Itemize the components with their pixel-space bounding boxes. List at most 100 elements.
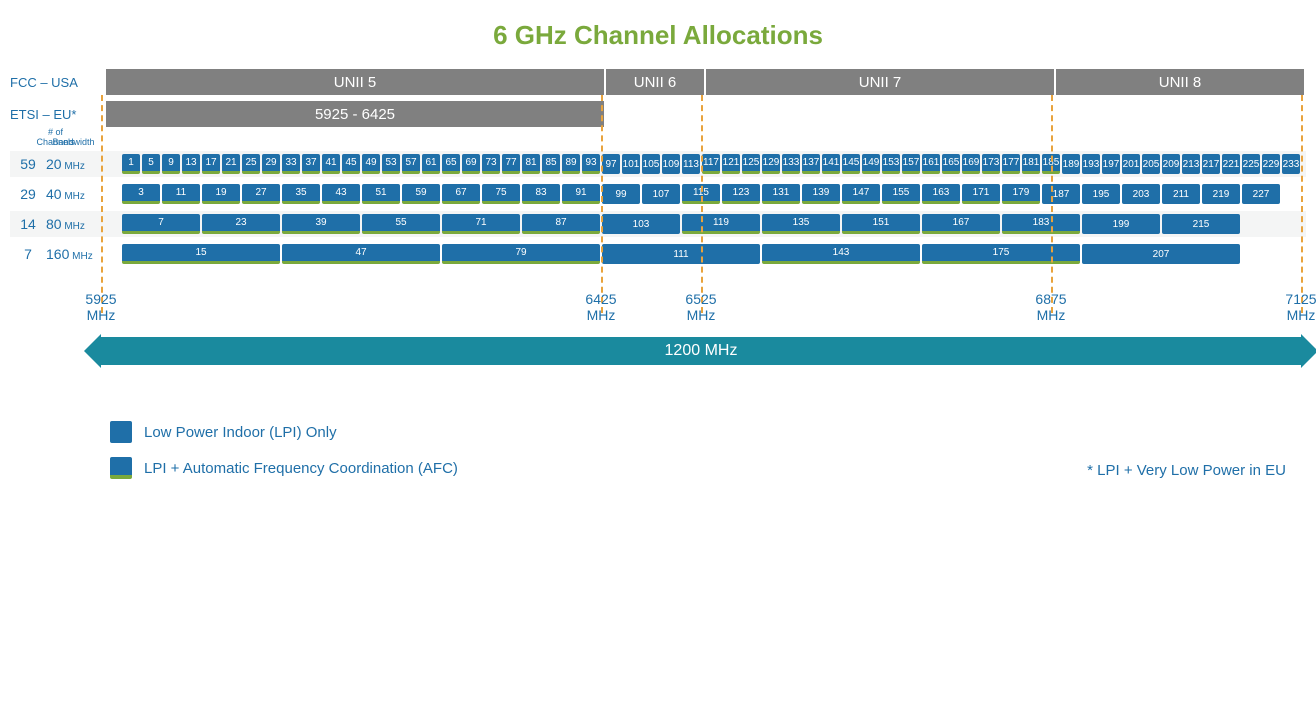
region-block: UNII 6 (606, 69, 704, 95)
channel-block: 17 (202, 154, 220, 174)
legend-footnote: * LPI + Very Low Power in EU (1087, 462, 1286, 479)
channel-block: 117 (702, 154, 720, 174)
channel-block: 215 (1162, 214, 1240, 234)
channel-block: 167 (922, 214, 1000, 234)
channel-block: 141 (822, 154, 840, 174)
channel-block: 211 (1162, 184, 1200, 204)
channel-block: 193 (1082, 154, 1100, 174)
channel-count: 14 (10, 216, 46, 232)
channel-bandwidth: 40 MHz (46, 186, 101, 202)
region-block: UNII 5 (106, 69, 604, 95)
channel-block: 93 (582, 154, 600, 174)
channel-block: 57 (402, 154, 420, 174)
channel-block: 99 (602, 184, 640, 204)
channel-block: 53 (382, 154, 400, 174)
channel-block: 201 (1122, 154, 1140, 174)
freq-marker-label: 6525 MHz (685, 291, 716, 323)
channel-row: 5920 MHz15913172125293337414549535761656… (10, 151, 1306, 177)
channel-block: 41 (322, 154, 340, 174)
channel-row: 7160 MHz154779111143175207 (10, 241, 1306, 267)
total-width-arrow: 1200 MHz (101, 337, 1301, 371)
channel-block: 197 (1102, 154, 1120, 174)
channel-block: 51 (362, 184, 400, 204)
channel-block: 221 (1222, 154, 1240, 174)
region-label: ETSI – EU* (10, 107, 105, 122)
channel-block: 87 (522, 214, 600, 234)
channel-block: 29 (262, 154, 280, 174)
channel-block: 153 (882, 154, 900, 174)
channel-block: 183 (1002, 214, 1080, 234)
channel-block: 73 (482, 154, 500, 174)
channel-block: 27 (242, 184, 280, 204)
channel-block: 3 (122, 184, 160, 204)
channel-block: 75 (482, 184, 520, 204)
channel-block: 33 (282, 154, 300, 174)
channel-block: 121 (722, 154, 740, 174)
column-headers: # of Channels Bandwidth (10, 137, 1306, 147)
channel-block: 61 (422, 154, 440, 174)
legend: Low Power Indoor (LPI) Only LPI + Automa… (110, 421, 1306, 479)
lanes: FCC – USAUNII 5UNII 6UNII 7UNII 8 ETSI – … (10, 69, 1306, 267)
channel-block: 203 (1122, 184, 1160, 204)
freq-marker-label: 6875 MHz (1035, 291, 1066, 323)
channel-block: 227 (1242, 184, 1280, 204)
swatch-afc (110, 457, 132, 479)
channel-block: 219 (1202, 184, 1240, 204)
channel-block: 109 (662, 154, 680, 174)
channel-row: 1480 MHz72339557187103119135151167183199… (10, 211, 1306, 237)
channel-block: 209 (1162, 154, 1180, 174)
channel-block: 139 (802, 184, 840, 204)
channel-block: 107 (642, 184, 680, 204)
region-block: UNII 7 (706, 69, 1054, 95)
channel-block: 89 (562, 154, 580, 174)
channel-bandwidth: 20 MHz (46, 156, 101, 172)
channel-block: 105 (642, 154, 660, 174)
channel-block: 13 (182, 154, 200, 174)
channel-block: 161 (922, 154, 940, 174)
channel-block: 125 (742, 154, 760, 174)
region-block: UNII 8 (1056, 69, 1304, 95)
channel-block: 7 (122, 214, 200, 234)
channel-block: 131 (762, 184, 800, 204)
region-row: FCC – USAUNII 5UNII 6UNII 7UNII 8 (10, 69, 1306, 95)
channel-block: 103 (602, 214, 680, 234)
channel-block: 151 (842, 214, 920, 234)
freq-marker (701, 95, 703, 313)
channel-block: 173 (982, 154, 1000, 174)
channel-block: 225 (1242, 154, 1260, 174)
channel-block: 35 (282, 184, 320, 204)
channel-bandwidth: 80 MHz (46, 216, 101, 232)
region-block: 5925 - 6425 (106, 101, 604, 127)
channel-block: 83 (522, 184, 560, 204)
channel-block: 65 (442, 154, 460, 174)
channel-block: 137 (802, 154, 820, 174)
region-row: ETSI – EU*5925 - 6425 (10, 101, 1306, 127)
channel-block: 165 (942, 154, 960, 174)
channel-block: 85 (542, 154, 560, 174)
channel-block: 67 (442, 184, 480, 204)
channel-block: 77 (502, 154, 520, 174)
channel-row: 2940 MHz31119273543515967758391991071151… (10, 181, 1306, 207)
channel-count: 29 (10, 186, 46, 202)
channel-block: 229 (1262, 154, 1280, 174)
channel-block: 143 (762, 244, 920, 264)
channel-block: 135 (762, 214, 840, 234)
channel-block: 43 (322, 184, 360, 204)
channel-block: 189 (1062, 154, 1080, 174)
channel-block: 59 (402, 184, 440, 204)
freq-marker (101, 95, 103, 313)
channel-block: 71 (442, 214, 520, 234)
channel-block: 101 (622, 154, 640, 174)
channel-block: 21 (222, 154, 240, 174)
channel-block: 217 (1202, 154, 1220, 174)
freq-marker-label: 7125 MHz (1285, 291, 1316, 323)
channel-block: 79 (442, 244, 600, 264)
legend-lpi: Low Power Indoor (LPI) Only (110, 421, 1306, 443)
channel-block: 179 (1002, 184, 1040, 204)
channel-block: 155 (882, 184, 920, 204)
chart: FCC – USAUNII 5UNII 6UNII 7UNII 8 ETSI – … (10, 69, 1306, 479)
swatch-lpi (110, 421, 132, 443)
channel-count: 7 (10, 246, 46, 262)
channel-block: 199 (1082, 214, 1160, 234)
channel-block: 91 (562, 184, 600, 204)
